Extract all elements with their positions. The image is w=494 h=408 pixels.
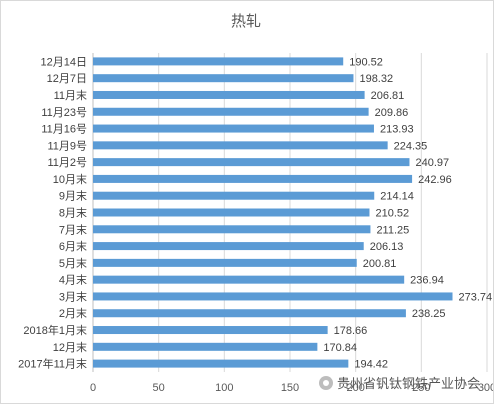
category-label: 7月末 [59,222,87,236]
data-label: 273.74 [459,291,493,303]
category-label: 9月末 [59,189,87,203]
x-tick-label: 150 [281,382,299,394]
data-label: 238.25 [412,308,446,320]
bar [93,124,374,133]
category-label: 12月末 [53,340,87,354]
data-label: 206.81 [371,90,405,102]
bar [93,158,410,167]
category-label: 3月末 [59,289,87,303]
category-label: 11月2号 [47,156,87,169]
x-tick-label: 100 [215,382,233,394]
bar [93,107,369,116]
bar [93,292,453,301]
wechat-logo-icon [319,375,333,390]
data-label: 190.52 [349,56,383,68]
data-label: 214.14 [380,191,414,203]
bar [93,258,357,267]
data-label: 198.32 [359,73,393,85]
bar [93,191,375,200]
data-label: 178.66 [334,325,368,337]
bar [93,342,318,351]
data-label: 224.35 [394,140,428,152]
data-label: 211.25 [376,224,409,236]
x-tick-label: 0 [90,382,96,394]
category-label: 11月23号 [41,106,87,119]
bar [93,225,371,234]
bar [93,90,365,99]
category-label: 10月末 [53,172,87,186]
category-label: 2月末 [59,306,87,320]
bar [93,359,349,368]
category-label: 12月14日 [41,56,87,68]
x-tick-label: 250 [412,382,430,394]
bar [93,174,413,183]
bar [93,74,354,83]
category-label: 4月末 [59,273,87,287]
category-label: 11月末 [54,88,87,102]
data-label: 200.81 [363,258,397,270]
data-label: 242.96 [418,174,452,186]
x-tick-label: 200 [346,382,364,394]
data-label: 240.97 [415,157,449,169]
category-label: 5月末 [59,256,87,270]
data-label: 213.93 [380,124,414,136]
category-label: 11月16号 [41,123,87,136]
bar [93,208,370,217]
category-label: 2017年11月末 [18,357,87,371]
x-tick-label: 300 [478,382,493,394]
bar [93,57,344,66]
data-label: 170.84 [323,342,357,354]
bar [93,275,405,284]
category-label: 12月7日 [47,73,87,85]
category-label: 6月末 [59,239,87,253]
bar [93,309,406,318]
bar [93,326,328,335]
data-label: 194.42 [354,359,388,371]
bar [93,141,388,150]
category-label: 11月9号 [47,139,87,152]
category-label: 2018年1月末 [23,323,87,337]
data-label: 209.86 [375,107,409,119]
watermark: 贵州省钒钛钢铁产业协会 [319,373,480,392]
data-label: 206.13 [370,241,404,253]
x-tick-label: 50 [153,382,165,394]
data-label: 236.94 [410,275,444,287]
watermark-text: 贵州省钒钛钢铁产业协会 [337,377,481,392]
data-label: 210.52 [375,208,409,220]
category-label: 8月末 [59,206,87,220]
chart-title: 热轧 [231,13,261,30]
bar [93,242,364,251]
